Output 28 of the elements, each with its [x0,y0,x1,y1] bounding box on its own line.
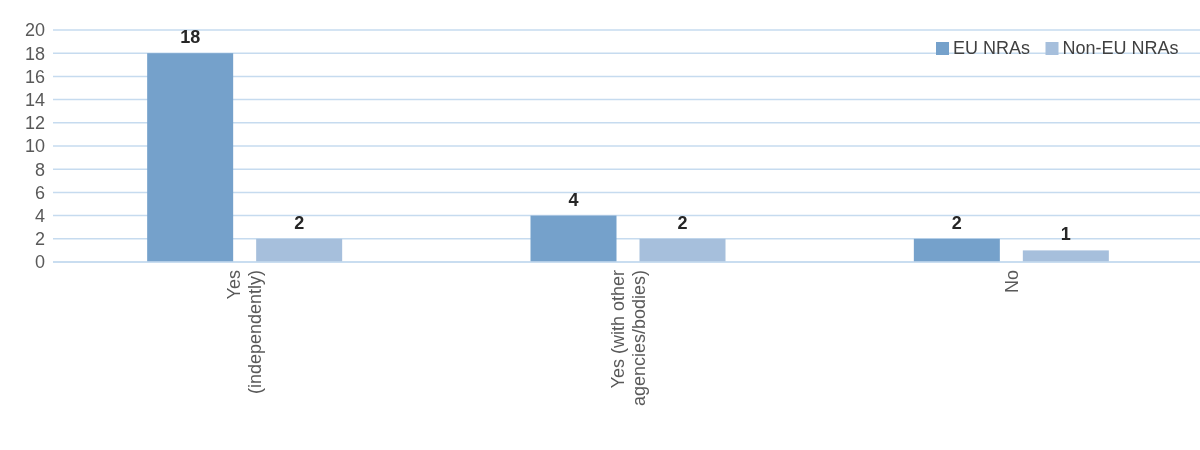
y-tick-label: 6 [34,182,45,203]
bar [256,238,343,262]
y-tick-label: 8 [34,159,45,180]
y-tick-label: 10 [24,136,45,157]
bar [639,238,726,262]
bar [1022,250,1109,262]
x-tick-label: Yes (independently) [224,270,266,395]
y-tick-label: 14 [24,89,45,110]
data-label: 2 [677,212,688,233]
data-label: 1 [1060,224,1071,245]
y-tick-label: 0 [34,252,45,273]
y-tick-label: 12 [24,113,45,134]
data-label: 2 [294,212,305,233]
data-label: 4 [568,189,579,210]
x-tick-label: Yes (with other agencies/bodies) [607,270,649,407]
data-label: 18 [180,27,201,48]
x-tick-label: No [1001,270,1022,294]
data-label: 2 [951,212,962,233]
legend-label: Non-EU NRAs [1062,38,1179,59]
legend-label: EU NRAs [953,38,1031,59]
bar [147,53,234,262]
bar [913,238,1000,262]
y-tick-label: 16 [24,66,45,87]
y-tick-label: 2 [34,229,45,250]
y-tick-label: 20 [24,20,45,41]
y-tick-label: 18 [24,43,45,64]
bar [530,215,617,262]
y-tick-label: 4 [34,205,45,226]
